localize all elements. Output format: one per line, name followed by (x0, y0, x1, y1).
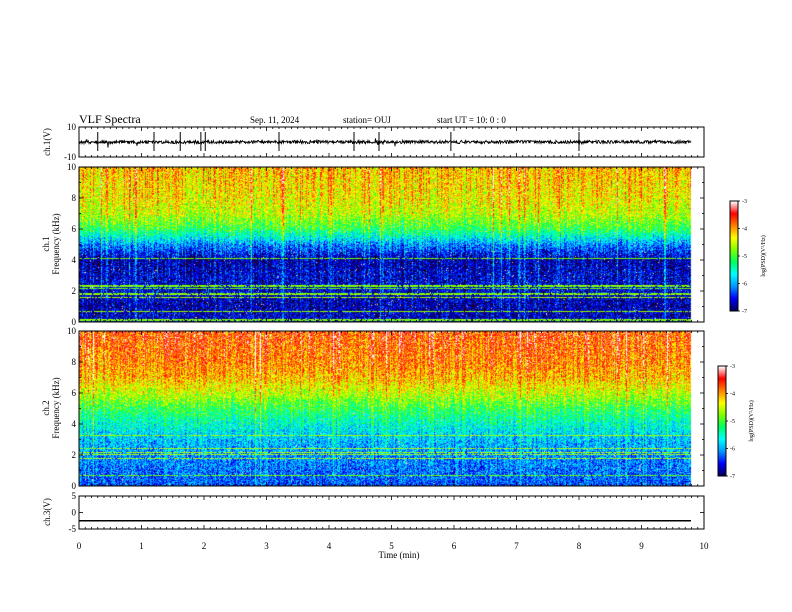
colorbar-tick-label: -6 (742, 282, 747, 288)
y-tick-label: 2 (72, 450, 77, 460)
ch2-colorbar: -3 -4 -5 -6 -7 log(PSD)(V²/Hz) (717, 364, 755, 480)
x-tick-label: 10 (700, 541, 710, 551)
y-tick-label: 4 (72, 419, 77, 429)
colorbar-tick-label: -5 (742, 254, 747, 260)
time-axis-label: Time (min) (379, 550, 420, 560)
y-tick-label: -5 (69, 524, 77, 534)
y-tick-label: 0 (72, 317, 77, 327)
x-tick-label: 7 (514, 541, 519, 551)
ch2-spectrogram-ylabel-channel: ch.2 (41, 400, 51, 415)
colorbar-tick-label: -3 (742, 199, 747, 205)
ch2-spectrogram-ylabel-frequency: Frequency (kHz) (51, 377, 61, 438)
y-tick-label: 10 (67, 122, 77, 132)
y-tick-label: 6 (72, 388, 77, 398)
ch1-waveform-yticks: 10 -10 (64, 122, 704, 162)
ch3-waveform-ylabel: ch.3(V) (42, 498, 52, 526)
ch2-spectrogram-panel: 0 2 4 6 8 10 ch.2 Frequency (kHz) -3 -4 -5 -6 -7 … (41, 326, 755, 491)
ch2-spectrogram-yticks: 0 2 4 6 8 10 (67, 326, 704, 491)
figure-title: VLF Spectra (79, 112, 141, 126)
ch3-waveform-yticks: 5 0 -5 (69, 491, 704, 534)
ch1-spectrogram-ylabel-frequency: Frequency (kHz) (51, 213, 61, 274)
x-tick-label: 8 (577, 541, 582, 551)
ch1-colorbar: -3 -4 -5 -6 -7 log(PSD)(V²/Hz) (729, 199, 767, 315)
start-time-label: start UT = 10: 0 : 0 (437, 115, 506, 125)
x-tick-label: 5 (389, 541, 394, 551)
ch1-waveform-ylabel: ch.1(V) (42, 128, 52, 156)
y-tick-label: 2 (72, 286, 77, 296)
x-tick-label: 1 (139, 541, 144, 551)
ch1-waveform-trace (78, 132, 692, 151)
colorbar-tick-label: -7 (730, 474, 735, 480)
x-tick-label: 4 (327, 541, 332, 551)
x-tick-label: 2 (202, 541, 207, 551)
y-tick-label: -10 (64, 152, 76, 162)
ch1-spectrogram-panel: 0 2 4 6 8 10 ch.1 Frequency (kHz) -3 -4 -5 -6 -7 … (41, 162, 767, 327)
colorbar-tick-label: -6 (730, 447, 735, 453)
ch3-waveform-frame (78, 495, 705, 530)
ch1-spectrogram-image (79, 167, 704, 322)
colorbar-tick-label: -7 (742, 309, 747, 315)
colorbar-tick-label: -3 (730, 364, 735, 370)
y-tick-label: 4 (72, 255, 77, 265)
x-tick-label: 0 (77, 541, 82, 551)
ch2-spectrogram-image (79, 331, 704, 486)
ch1-colorbar-label: log(PSD)(V²/Hz) (760, 235, 767, 276)
ch1-spectrogram-ylabel-channel: ch.1 (41, 236, 51, 251)
y-tick-label: 6 (72, 224, 77, 234)
y-tick-label: 8 (72, 357, 77, 367)
ch1-spectrogram-yticks: 0 2 4 6 8 10 (67, 162, 704, 327)
time-axis-ticks: 0 1 2 3 4 5 6 7 8 9 10 (77, 127, 709, 551)
y-tick-label: 8 (72, 193, 77, 203)
colorbar-tick-label: -5 (730, 419, 735, 425)
x-tick-label: 6 (452, 541, 457, 551)
y-tick-label: 5 (72, 491, 77, 501)
station-label: station= OUJ (343, 115, 391, 125)
x-tick-label: 9 (639, 541, 644, 551)
ch2-colorbar-label: log(PSD)(V²/Hz) (748, 400, 755, 441)
colorbar-tick-label: -4 (730, 392, 735, 398)
y-tick-label: 10 (67, 162, 77, 172)
y-tick-label: 0 (72, 508, 77, 518)
x-tick-label: 3 (264, 541, 269, 551)
date-label: Sep. 11, 2024 (250, 115, 300, 125)
ch1-waveform-line (78, 138, 692, 148)
y-tick-label: 10 (67, 326, 77, 336)
y-tick-label: 0 (72, 481, 77, 491)
colorbar-tick-label: -4 (742, 227, 747, 233)
